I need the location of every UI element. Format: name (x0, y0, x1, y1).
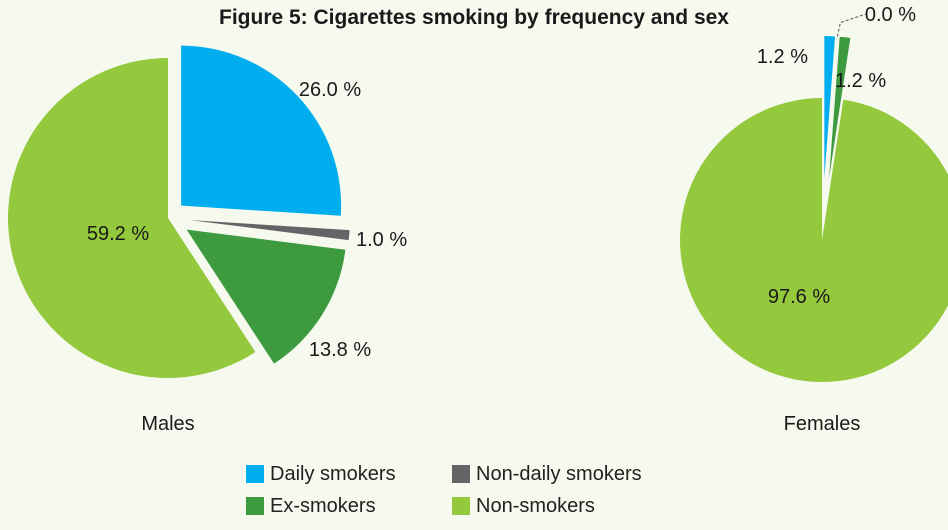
males-slice-ex-smokers (186, 229, 346, 364)
males-slice-non-daily-smokers (189, 220, 350, 241)
legend-swatch (452, 465, 470, 483)
legend-swatch (246, 465, 264, 483)
females-label-daily-smokers: 1.2 % (757, 46, 808, 68)
legend-swatch (246, 497, 264, 515)
legend-item-non-daily-smokers: Non-daily smokers (452, 462, 702, 486)
males-slice-non-smokers (8, 58, 256, 378)
females-leader-line (836, 13, 867, 37)
legend-item-daily-smokers: Daily smokers (246, 462, 452, 486)
legend-label: Daily smokers (270, 462, 396, 485)
males-label-ex-smokers: 13.8 % (309, 339, 371, 361)
pie-name-females: Females (784, 413, 861, 435)
males-label-non-smokers: 59.2 % (87, 223, 149, 245)
females-label-ex-smokers: 1.2 % (835, 70, 886, 92)
chart-title: Figure 5: Cigarettes smoking by frequenc… (219, 6, 729, 29)
males-label-daily-smokers: 26.0 % (299, 79, 361, 101)
females-slice-non-smokers (680, 98, 948, 382)
females-slice-ex-smokers (828, 36, 851, 179)
legend-item-ex-smokers: Ex-smokers (246, 494, 452, 518)
legend-swatch (452, 497, 470, 515)
males-label-non-daily-smokers: 1.0 % (356, 229, 407, 251)
males-slice-daily-smokers (181, 45, 342, 216)
females-label-non-daily-smokers: 0.0 % (865, 4, 916, 26)
legend-label: Non-smokers (476, 494, 595, 517)
legend-item-non-smokers: Non-smokers (452, 494, 702, 518)
females-slice-daily-smokers (824, 36, 836, 179)
females-label-non-smokers: 97.6 % (768, 286, 830, 308)
pie-name-males: Males (141, 413, 194, 435)
legend: Daily smokers Non-daily smokers Ex-smoke… (246, 462, 746, 518)
legend-label: Non-daily smokers (476, 462, 642, 485)
legend-label: Ex-smokers (270, 494, 376, 517)
